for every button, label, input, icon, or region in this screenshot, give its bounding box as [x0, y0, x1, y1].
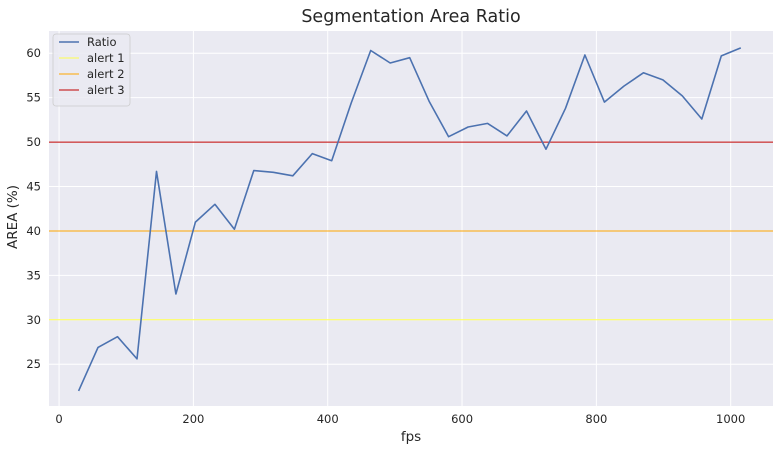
x-tick-label: 200 — [182, 412, 204, 426]
x-axis-label: fps — [401, 429, 421, 445]
y-tick-label: 25 — [26, 357, 41, 371]
y-tick-label: 35 — [26, 268, 41, 282]
alert-lines — [49, 141, 773, 321]
series-line — [77, 47, 742, 392]
y-axis-label: AREA (%) — [5, 185, 21, 249]
y-tick-label: 60 — [26, 46, 41, 60]
legend-label: alert 3 — [87, 83, 125, 97]
legend-box — [52, 33, 131, 107]
legend-label: alert 2 — [87, 67, 125, 81]
legend-label: Ratio — [87, 35, 117, 49]
plot-area — [49, 31, 773, 406]
y-tick-label: 55 — [26, 91, 41, 105]
x-tick-label: 600 — [451, 412, 473, 426]
x-tick-label: 800 — [585, 412, 607, 426]
legend-label: alert 1 — [87, 51, 125, 65]
x-tick-label: 1000 — [716, 412, 745, 426]
series-lines — [77, 47, 742, 392]
x-tick-label: 0 — [55, 412, 62, 426]
x-tick-labels: 0 200 400 600 800 1000 — [55, 412, 745, 426]
y-tick-label: 30 — [26, 313, 41, 327]
y-tick-label: 40 — [26, 224, 41, 238]
y-tick-label: 45 — [26, 180, 41, 194]
legend: Ratio alert 1 alert 2 alert 3 — [52, 33, 131, 107]
y-tick-label: 50 — [26, 135, 41, 149]
y-tick-labels: 25 30 35 40 45 50 55 60 — [26, 46, 41, 371]
x-tick-label: 400 — [317, 412, 339, 426]
chart-title: Segmentation Area Ratio — [301, 7, 520, 27]
